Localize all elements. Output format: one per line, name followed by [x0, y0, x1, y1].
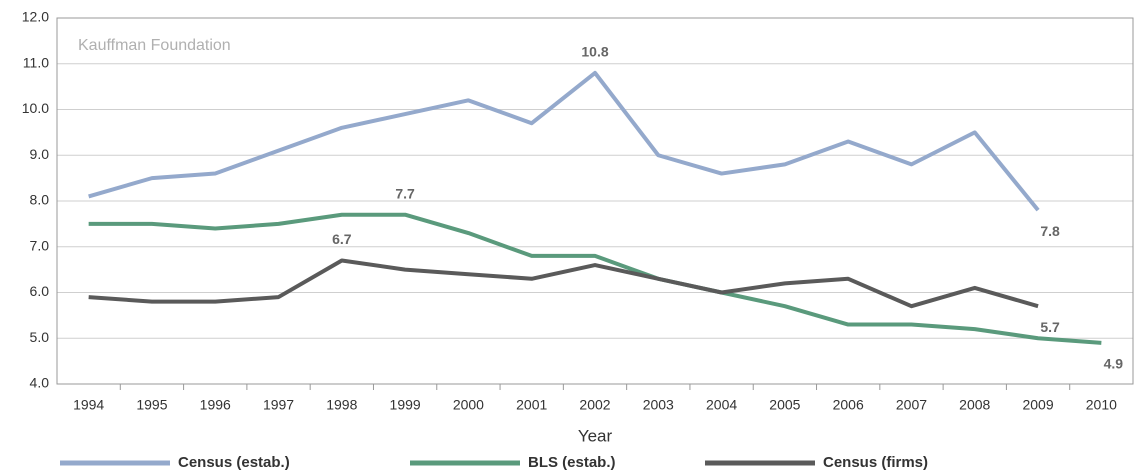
x-tick-label: 1998 [326, 397, 357, 413]
value-label: 7.8 [1040, 223, 1060, 239]
x-tick-label: 2007 [896, 397, 927, 413]
y-tick-label: 5.0 [30, 329, 50, 345]
legend-label: Census (estab.) [178, 454, 290, 471]
x-tick-label: 2009 [1022, 397, 1053, 413]
x-tick-label: 2006 [833, 397, 864, 413]
legend-label: BLS (estab.) [528, 454, 616, 471]
value-label: 5.7 [1040, 319, 1060, 335]
x-tick-label: 1994 [73, 397, 104, 413]
x-tick-label: 2004 [706, 397, 737, 413]
y-tick-label: 4.0 [30, 375, 50, 391]
plot-frame [56, 17, 1134, 385]
legend-label: Census (firms) [823, 454, 928, 471]
y-tick-label: 8.0 [30, 192, 50, 208]
x-tick-label: 1997 [263, 397, 294, 413]
y-tick-label: 11.0 [23, 54, 49, 70]
series-line [88, 258, 1039, 309]
series-line [88, 212, 1102, 345]
value-label: 10.8 [581, 44, 608, 60]
x-tick-label: 2008 [959, 397, 990, 413]
x-axis-label: Year [578, 426, 613, 445]
series-line [88, 70, 1040, 212]
annotation: Kauffman Foundation [78, 37, 231, 54]
value-label: 7.7 [395, 185, 415, 201]
y-tick-label: 7.0 [30, 237, 50, 253]
y-tick-label: 10.0 [22, 100, 49, 116]
x-tick-label: 2001 [516, 397, 547, 413]
value-label: 6.7 [332, 231, 352, 247]
x-tick-label: 1999 [390, 397, 421, 413]
value-label: 4.9 [1104, 356, 1124, 372]
y-tick-label: 9.0 [30, 146, 50, 162]
x-tick-label: 1996 [200, 397, 231, 413]
x-tick-label: 2000 [453, 397, 484, 413]
x-tick-label: 2010 [1086, 397, 1117, 413]
y-tick-label: 12.0 [22, 9, 49, 25]
x-tick-label: 2003 [643, 397, 674, 413]
x-tick-label: 2002 [579, 397, 610, 413]
x-tick-label: 2005 [769, 397, 800, 413]
y-tick-label: 6.0 [30, 283, 50, 299]
x-tick-label: 1995 [136, 397, 167, 413]
